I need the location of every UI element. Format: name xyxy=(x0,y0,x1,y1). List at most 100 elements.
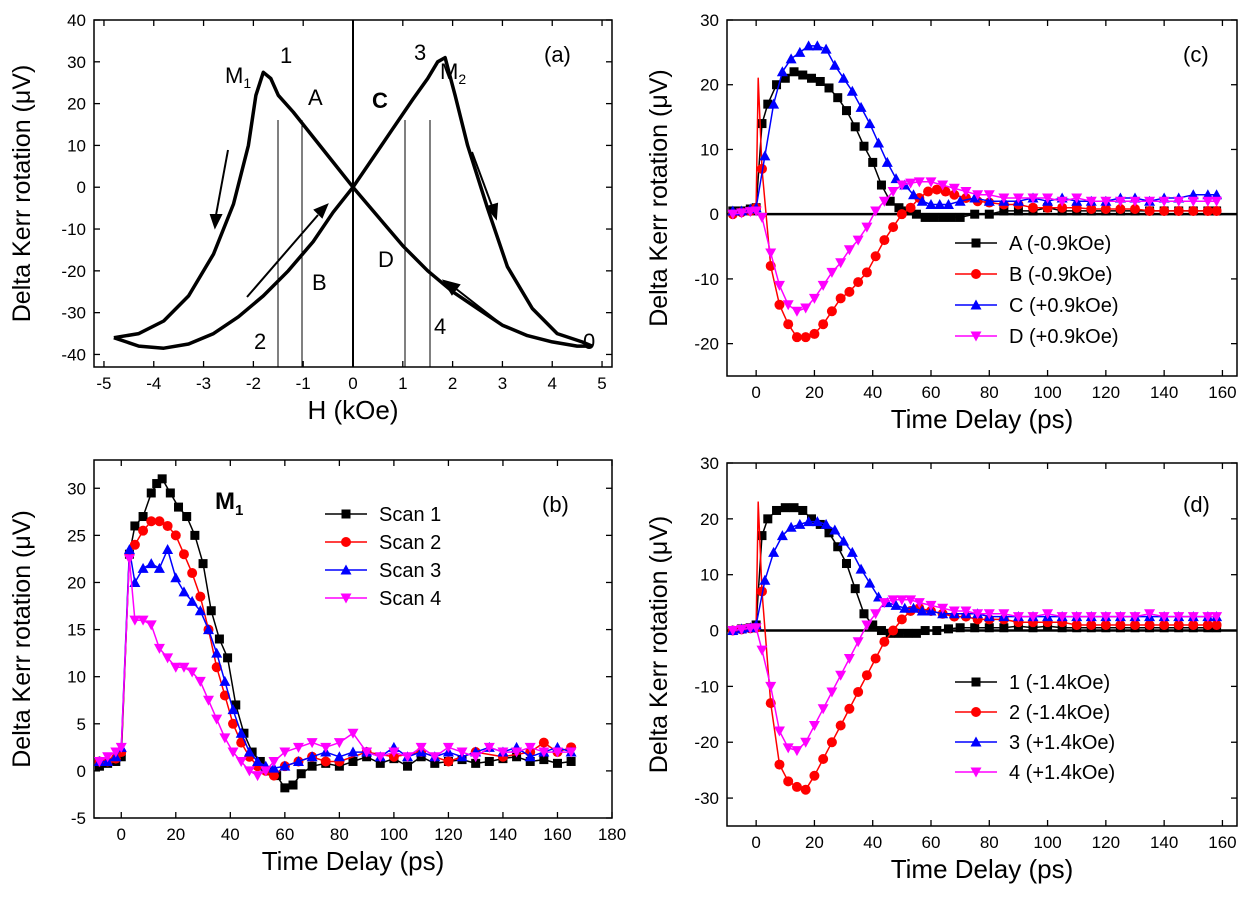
data-point xyxy=(203,695,215,706)
data-point xyxy=(307,761,317,771)
data-point xyxy=(843,653,855,664)
y-tick-label: -20 xyxy=(61,262,86,281)
data-point xyxy=(876,626,886,636)
data-point xyxy=(1173,205,1184,216)
data-point xyxy=(539,755,549,765)
y-tick-label: -30 xyxy=(694,789,719,808)
data-point xyxy=(861,670,872,681)
data-point xyxy=(219,733,231,744)
label-m1: M1 xyxy=(225,63,251,91)
x-tick-label: 140 xyxy=(1150,833,1178,852)
data-point xyxy=(896,595,908,606)
x-tick-label: 140 xyxy=(489,825,517,844)
data-point xyxy=(772,80,782,90)
data-point xyxy=(896,180,908,191)
data-point xyxy=(833,93,843,103)
data-point xyxy=(850,122,860,132)
x-tick-label: 0 xyxy=(751,833,760,852)
data-point xyxy=(768,546,780,557)
x-tick-label: 80 xyxy=(330,825,349,844)
arrow-icon xyxy=(246,214,319,298)
data-point xyxy=(970,767,982,778)
data-point xyxy=(187,568,198,579)
legend-label: C (+0.9kOe) xyxy=(1009,295,1118,317)
data-point xyxy=(808,293,820,304)
data-point xyxy=(1085,196,1097,207)
data-point xyxy=(998,609,1010,620)
data-point xyxy=(835,720,846,731)
data-point xyxy=(818,753,829,764)
data-point xyxy=(736,624,748,635)
data-point xyxy=(145,620,157,631)
data-point xyxy=(835,258,847,269)
y-tick-label: 20 xyxy=(700,76,719,95)
x-tick-label: 40 xyxy=(863,833,882,852)
data-point xyxy=(763,99,773,109)
data-point xyxy=(835,293,846,304)
data-point xyxy=(195,591,206,602)
x-tick-label: 120 xyxy=(1092,383,1120,402)
data-point xyxy=(923,186,934,197)
data-point xyxy=(1158,612,1170,623)
x-tick-label: 60 xyxy=(922,383,941,402)
x-axis-label: Time Delay (ps) xyxy=(891,854,1074,884)
panel-a-annotations: M1 1 A C 3 M2 (a) B D 2 4 0 xyxy=(225,40,595,354)
data-point xyxy=(984,623,994,633)
data-point xyxy=(178,586,190,597)
x-axis-label: H (kOe) xyxy=(308,395,399,425)
data-point xyxy=(820,43,832,54)
data-point xyxy=(1100,196,1112,207)
data-point xyxy=(137,562,149,573)
data-point xyxy=(833,542,843,552)
data-point xyxy=(859,141,869,151)
y-axis-label: Delta Kerr rotation (μV) xyxy=(645,69,673,327)
data-point xyxy=(1187,196,1199,207)
data-point xyxy=(970,331,982,342)
data-point xyxy=(864,577,876,588)
data-point xyxy=(511,747,523,758)
x-tick-label: -4 xyxy=(146,374,161,393)
data-point xyxy=(388,747,400,758)
legend-label: A (-0.9kOe) xyxy=(1009,233,1111,255)
data-point xyxy=(934,198,946,209)
data-point xyxy=(268,756,280,767)
data-point xyxy=(228,718,239,729)
arrow-icon xyxy=(471,151,493,207)
data-point xyxy=(375,758,385,768)
data-point xyxy=(894,203,904,213)
y-tick-label: 30 xyxy=(700,454,719,473)
data-point xyxy=(1202,612,1214,623)
data-point xyxy=(1130,204,1140,215)
data-point xyxy=(152,479,162,489)
data-point xyxy=(1100,612,1112,623)
data-point xyxy=(920,212,930,222)
x-tick-label: 20 xyxy=(166,825,185,844)
data-point xyxy=(736,208,748,219)
data-point xyxy=(972,609,984,620)
data-point xyxy=(791,746,803,757)
x-tick-label: 20 xyxy=(805,383,824,402)
data-point xyxy=(227,747,239,758)
x-tick-label: 40 xyxy=(863,383,882,402)
data-point xyxy=(1086,204,1097,215)
data-point xyxy=(870,653,881,664)
series-line xyxy=(113,55,593,350)
data-point xyxy=(1012,193,1024,204)
label-d: D xyxy=(378,247,394,272)
data-point xyxy=(843,245,855,256)
data-point xyxy=(794,46,806,57)
data-point xyxy=(115,742,127,753)
data-point xyxy=(911,628,921,638)
data-point xyxy=(888,222,899,233)
data-point xyxy=(970,209,980,219)
data-point xyxy=(826,737,837,748)
data-point xyxy=(538,737,549,748)
data-point xyxy=(960,187,972,198)
panel-label-b: (b) xyxy=(542,492,569,517)
x-tick-label: 4 xyxy=(547,374,556,393)
x-tick-label: 80 xyxy=(980,833,999,852)
data-point xyxy=(946,212,956,222)
x-tick-label: 160 xyxy=(1208,383,1236,402)
data-point xyxy=(211,662,222,673)
data-point xyxy=(174,502,184,512)
